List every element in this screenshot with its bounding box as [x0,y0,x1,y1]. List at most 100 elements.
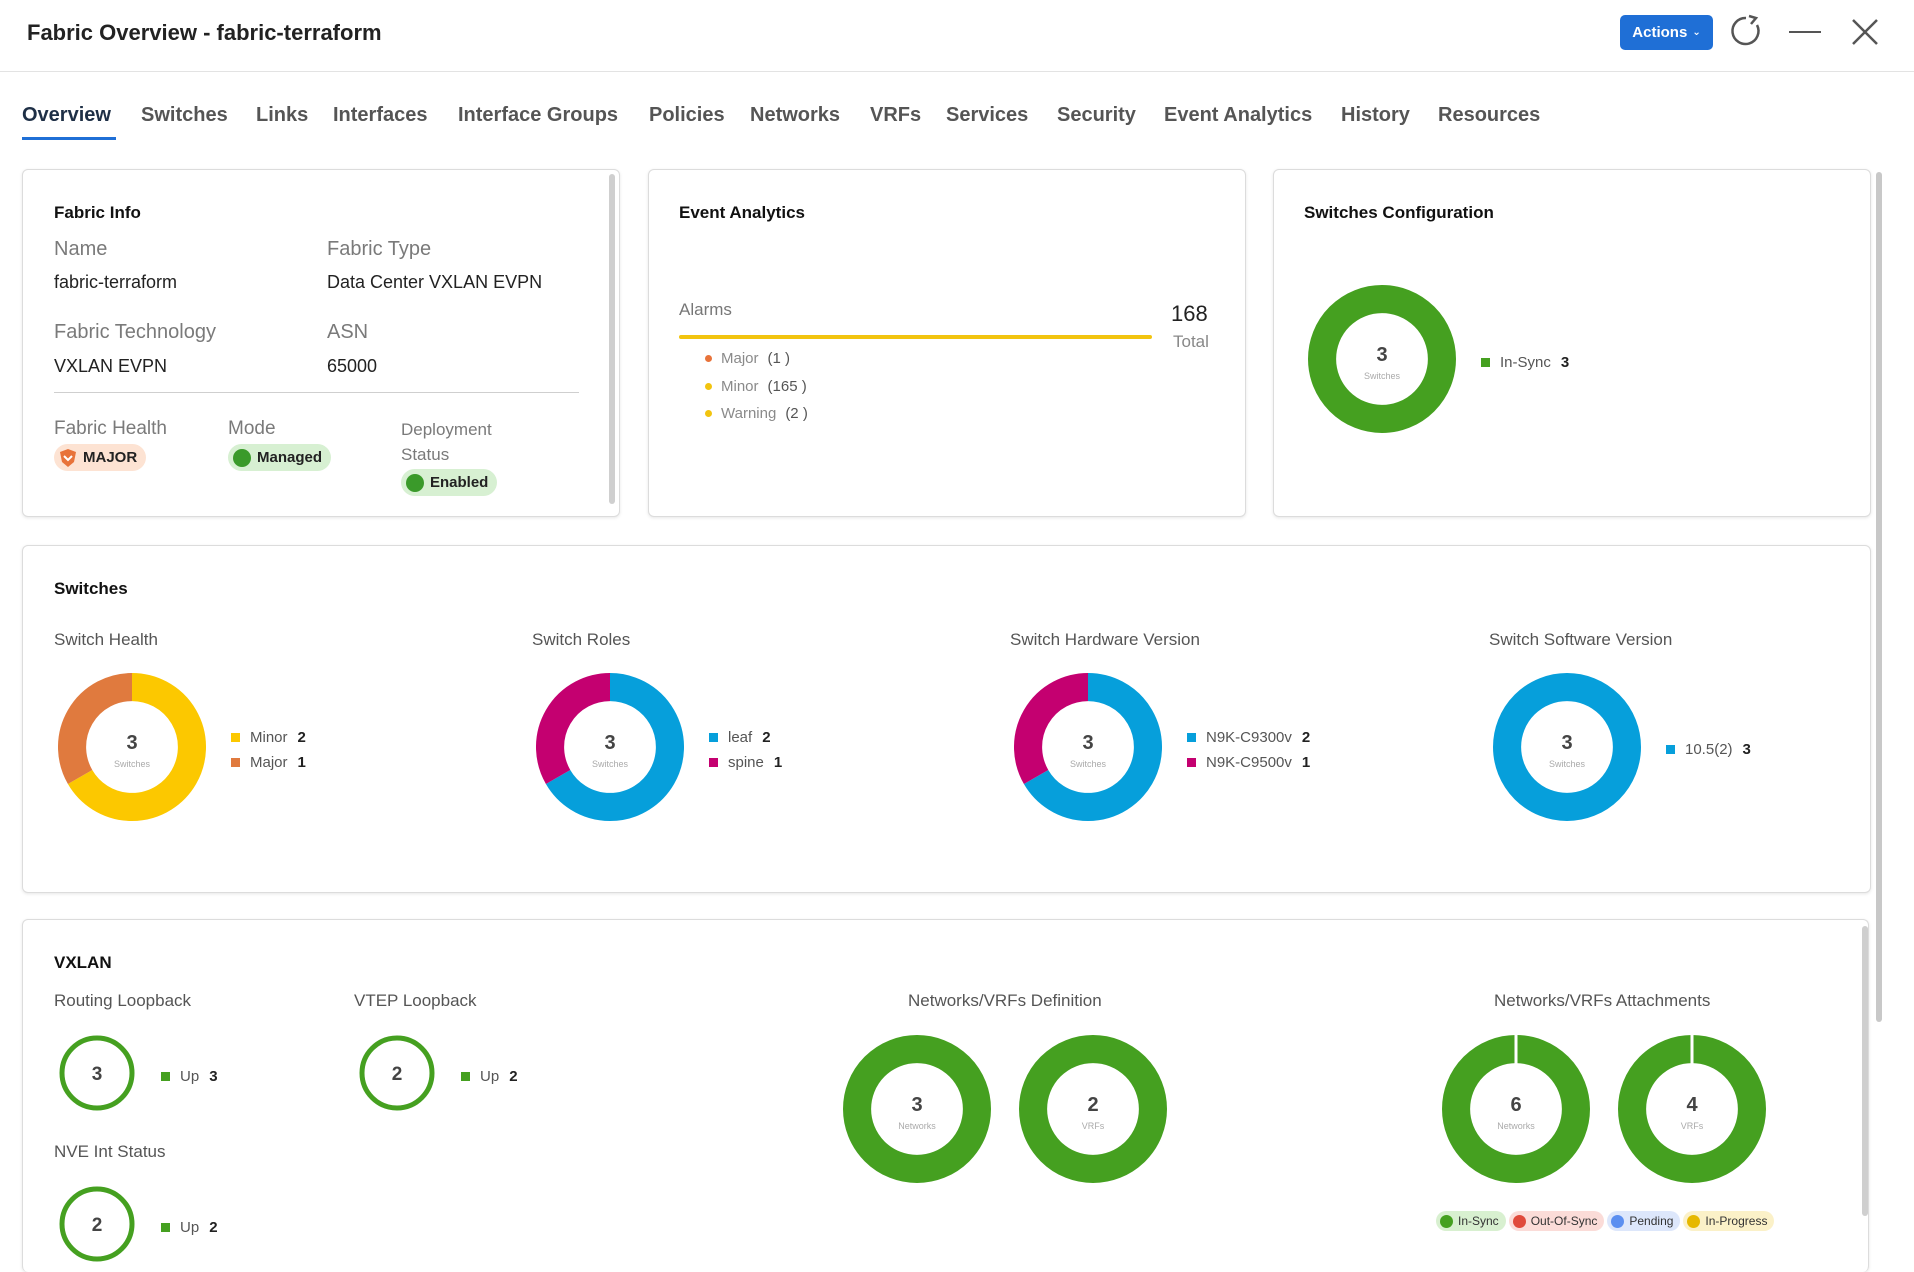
tab-history[interactable]: History [1341,104,1410,126]
tab-networks[interactable]: Networks [750,104,841,126]
switch-software-version-legend: 10.5(2) 3 [1666,741,1751,758]
leaf-swatch [709,733,718,742]
tab-interface-groups[interactable]: Interface Groups [458,104,619,126]
donut-slice-leaf[interactable] [545,673,684,821]
donut-slice-spine[interactable] [536,673,611,784]
donut-center-label: Switches [1070,759,1107,769]
legend-label: spine [728,754,764,771]
tab-event-analytics[interactable]: Event Analytics [1164,104,1313,126]
up-swatch [161,1223,170,1232]
ring-up-arc[interactable] [59,1186,135,1262]
tab-services[interactable]: Services [946,104,1029,126]
legend-value: 1 [297,754,306,771]
major-dot-icon [705,355,712,362]
actions-button[interactable]: Actions ⌄ [1620,15,1713,50]
attachment-status-legend: In-Sync Out-Of-Sync Pending In-Progress [1436,1211,1775,1231]
donut-slice-major[interactable] [58,673,133,784]
legend-item: Up 3 [161,1068,218,1085]
donut-center-value: 3 [126,732,137,754]
legend-label: N9K-C9300v [1206,729,1292,746]
vxlan-scrollbar[interactable] [1862,926,1868,1216]
routing-loopback-legend: Up 3 [161,1068,218,1085]
tab-links[interactable]: Links [256,104,309,126]
switch-roles-donut: 3 Switches [536,673,684,826]
event-analytics-title: Event Analytics [679,203,805,222]
legend-value: 2 [297,729,306,746]
up-swatch [461,1072,470,1081]
deployment-label: Deployment [401,420,492,439]
tab-vrfs[interactable]: VRFs [870,104,922,126]
vtep-loopback-ring: 2 [358,1034,436,1117]
legend-item: spine 1 [709,754,782,771]
alarms-total-value: 168 [1171,301,1208,326]
fabric-info-scrollbar[interactable] [609,174,615,504]
legend-label: N9K-C9500v [1206,754,1292,771]
donut-slice-10-5-2-[interactable] [1493,673,1641,821]
legend-label: 10.5(2) [1685,741,1733,758]
tab-overview[interactable]: Overview [22,104,111,126]
legend-item: In-Sync 3 [1481,354,1569,371]
actions-label: Actions [1632,24,1688,41]
mode-badge: Managed [228,444,332,471]
status-out-of-sync: Out-Of-Sync [1508,1211,1605,1231]
asn-value: 65000 [327,356,378,376]
tab-switches[interactable]: Switches [141,104,228,126]
close-icon[interactable] [1851,18,1879,51]
alarm-item-major: Major (1 ) [705,350,790,367]
legend-value: 2 [762,729,771,746]
minimize-icon[interactable] [1789,31,1821,33]
legend-value: 2 [509,1068,518,1085]
alarm-item-label: Minor [721,378,759,395]
switch-roles-title: Switch Roles [532,630,631,649]
legend-value: 2 [1301,729,1311,746]
switch-hardware-version-donut: 3 Switches [1014,673,1162,826]
page-scrollbar[interactable] [1876,172,1882,1022]
status-label: In-Progress [1705,1214,1768,1228]
refresh-icon[interactable] [1729,14,1763,53]
legend-item: Major 1 [231,754,306,771]
legend-item: N9K-C9500v 1 [1187,754,1310,771]
alarm-item-count: (165 ) [767,378,807,395]
donut-slice-n9k-c9500v[interactable] [1014,673,1089,784]
ring-center-value: 3 [92,1064,103,1085]
legend-value: 2 [209,1219,218,1236]
switch-software-version-donut: 3 Switches [1493,673,1641,826]
fabric-info-divider [54,392,579,393]
n9k-c9500v-swatch [1187,758,1196,767]
tab-security[interactable]: Security [1057,104,1136,126]
networks-vrfs-definition-title: Networks/VRFs Definition [908,991,1102,1010]
donut-slice-in-sync[interactable] [1308,285,1456,433]
vxlan-card: VXLAN Routing Loopback 3 Up 3 VTEP Loopba… [22,919,1869,1272]
alarm-item-warning: Warning (2 ) [705,405,808,422]
switches-configuration-title: Switches Configuration [1304,203,1494,222]
donut-center-value: 2 [1087,1094,1098,1116]
donut-slice-in-sync[interactable] [843,1035,991,1183]
donut-center-label: Networks [1497,1121,1535,1131]
switch-roles-legend: leaf 2 spine 1 [709,729,782,771]
ring-up-arc[interactable] [59,1035,135,1111]
donut-slice-minor[interactable] [67,673,206,821]
status-dot-icon [233,448,251,467]
donut-center-value: 3 [1561,732,1572,754]
legend-value: 3 [1560,354,1570,371]
alarm-item-label: Warning [721,405,777,422]
tab-interfaces[interactable]: Interfaces [333,104,428,126]
deployment-status-badge: Enabled [401,469,498,496]
alarms-progress-bar [679,335,1152,339]
donut-slice-in-sync[interactable] [1019,1035,1167,1183]
ring-up-arc[interactable] [359,1035,435,1111]
nve-int-status-title: NVE Int Status [54,1142,166,1161]
switches-title: Switches [54,579,128,598]
definition-vrfs-donut: 2 VRFs [1019,1035,1167,1188]
status-label: Pending [1629,1214,1674,1228]
tab-resources[interactable]: Resources [1438,104,1541,126]
tab-policies[interactable]: Policies [649,104,725,126]
donut-slice-n9k-c9300v[interactable] [1023,673,1162,821]
minor-dot-icon [705,383,712,390]
donut-center-label: Networks [898,1121,936,1131]
alarm-item-minor: Minor (165 ) [705,378,807,395]
out-of-sync-dot-icon [1512,1214,1526,1228]
pending-dot-icon [1611,1214,1625,1228]
legend-item: 10.5(2) 3 [1666,741,1751,758]
fabric-health-value: MAJOR [83,449,138,466]
